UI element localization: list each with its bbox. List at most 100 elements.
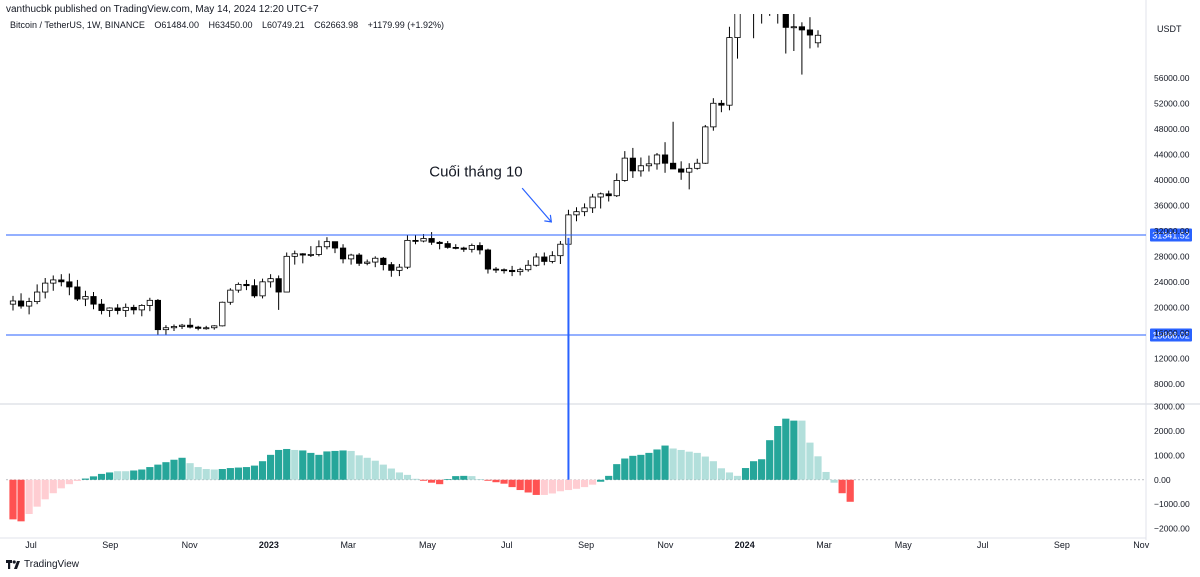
candle-body	[412, 239, 419, 242]
candle-body	[718, 102, 725, 106]
change-value: +1179.99 (+1.92%)	[367, 20, 445, 30]
histogram-bar	[741, 468, 750, 480]
histogram-bar	[428, 479, 436, 483]
candle-body	[710, 102, 717, 128]
level-label-0: 31341.52	[1152, 231, 1190, 241]
histogram-bar	[194, 467, 202, 480]
candle-body	[106, 307, 113, 311]
histogram-bar	[226, 468, 234, 480]
histogram-bar	[186, 463, 194, 480]
candle-body	[759, 0, 764, 2]
histogram-bar	[758, 459, 766, 480]
time-tick-label: Jul	[501, 540, 513, 550]
histogram-bar	[750, 461, 758, 480]
histogram-bar	[766, 440, 774, 480]
histogram-bar	[637, 454, 645, 480]
histogram-bar	[363, 457, 371, 480]
candle-body	[436, 241, 443, 244]
level-tag-0	[1150, 228, 1192, 242]
candle-body	[98, 303, 105, 311]
histogram-bar	[798, 420, 806, 480]
time-tick-label: Mar	[816, 540, 832, 550]
footer: TradingView	[6, 559, 79, 570]
time-tick-label: Sep	[1054, 540, 1070, 550]
candle-body	[66, 281, 73, 288]
candle-body	[90, 296, 97, 305]
candle-body	[243, 283, 250, 287]
histogram-bar	[436, 479, 444, 485]
candle-body	[751, 0, 756, 2]
candle-body	[138, 305, 145, 311]
histogram-bar	[355, 455, 363, 480]
currency-label: USDT	[1157, 24, 1182, 34]
osc-tick-label: 3000.00	[1154, 401, 1185, 411]
candle-body	[452, 246, 459, 249]
candle-body	[195, 326, 202, 329]
candle-body	[404, 239, 411, 268]
histogram-bar	[347, 450, 355, 480]
time-tick-label: Jul	[25, 540, 37, 550]
histogram-bar	[580, 479, 589, 488]
candle-body	[339, 247, 347, 260]
time-tick-label: 2024	[735, 540, 755, 550]
candle-body	[533, 256, 540, 266]
histogram-bar	[548, 479, 556, 494]
histogram-bar	[371, 460, 379, 480]
annotation-text: Cuối tháng 10	[429, 164, 522, 181]
candle-body	[251, 285, 258, 297]
tradingview-logo-icon	[6, 559, 20, 569]
histogram-bar	[733, 475, 742, 480]
candle-body	[460, 247, 467, 250]
histogram-bar	[411, 478, 420, 480]
candle-body	[444, 243, 451, 248]
histogram-bar	[508, 479, 516, 488]
price-tick-label: 44000.00	[1154, 149, 1190, 159]
histogram-bar	[460, 475, 468, 480]
histogram-bar	[444, 479, 452, 480]
histogram-bar	[532, 479, 540, 495]
histogram-bar	[331, 450, 339, 480]
candle-body	[299, 253, 306, 256]
histogram-bar	[685, 451, 693, 480]
candle-body	[283, 255, 290, 293]
close-value: C62663.98	[314, 20, 359, 30]
histogram-bar	[138, 469, 146, 480]
candle-body	[162, 327, 170, 331]
time-tick-label: Nov	[1133, 540, 1150, 550]
histogram-bar	[693, 452, 701, 480]
histogram-bar	[806, 442, 814, 480]
candle-body	[806, 29, 814, 36]
candle-body	[468, 245, 475, 250]
candle-body	[331, 241, 339, 249]
candle-body	[396, 266, 403, 271]
histogram-bar	[315, 454, 323, 480]
candle-body	[130, 306, 137, 311]
level-tag-1	[1150, 328, 1192, 342]
candle-body	[372, 257, 379, 263]
histogram-bar	[154, 464, 162, 480]
histogram-bar	[17, 479, 25, 522]
histogram-bar	[170, 459, 178, 480]
histogram-bar	[540, 479, 548, 495]
price-tick-label: 24000.00	[1154, 277, 1190, 287]
histogram-bar	[339, 450, 347, 480]
histogram-bar	[403, 474, 412, 480]
histogram-bar	[774, 426, 782, 480]
candle-body	[315, 246, 323, 255]
candle-body	[291, 253, 298, 257]
candle-body	[420, 238, 427, 242]
histogram-bar	[210, 469, 218, 480]
candle-body	[734, 14, 741, 38]
osc-tick-label: 1000.00	[1154, 450, 1185, 460]
candle-body	[428, 238, 435, 243]
histogram-bar	[41, 479, 49, 500]
price-tick-label: 32000.00	[1154, 226, 1190, 236]
candle-body	[114, 307, 121, 311]
histogram-bar	[782, 418, 790, 480]
candle-body	[782, 14, 789, 28]
candle-body	[790, 26, 797, 29]
candle-body	[726, 37, 733, 106]
candle-body	[541, 256, 548, 262]
candle-body	[492, 268, 500, 271]
